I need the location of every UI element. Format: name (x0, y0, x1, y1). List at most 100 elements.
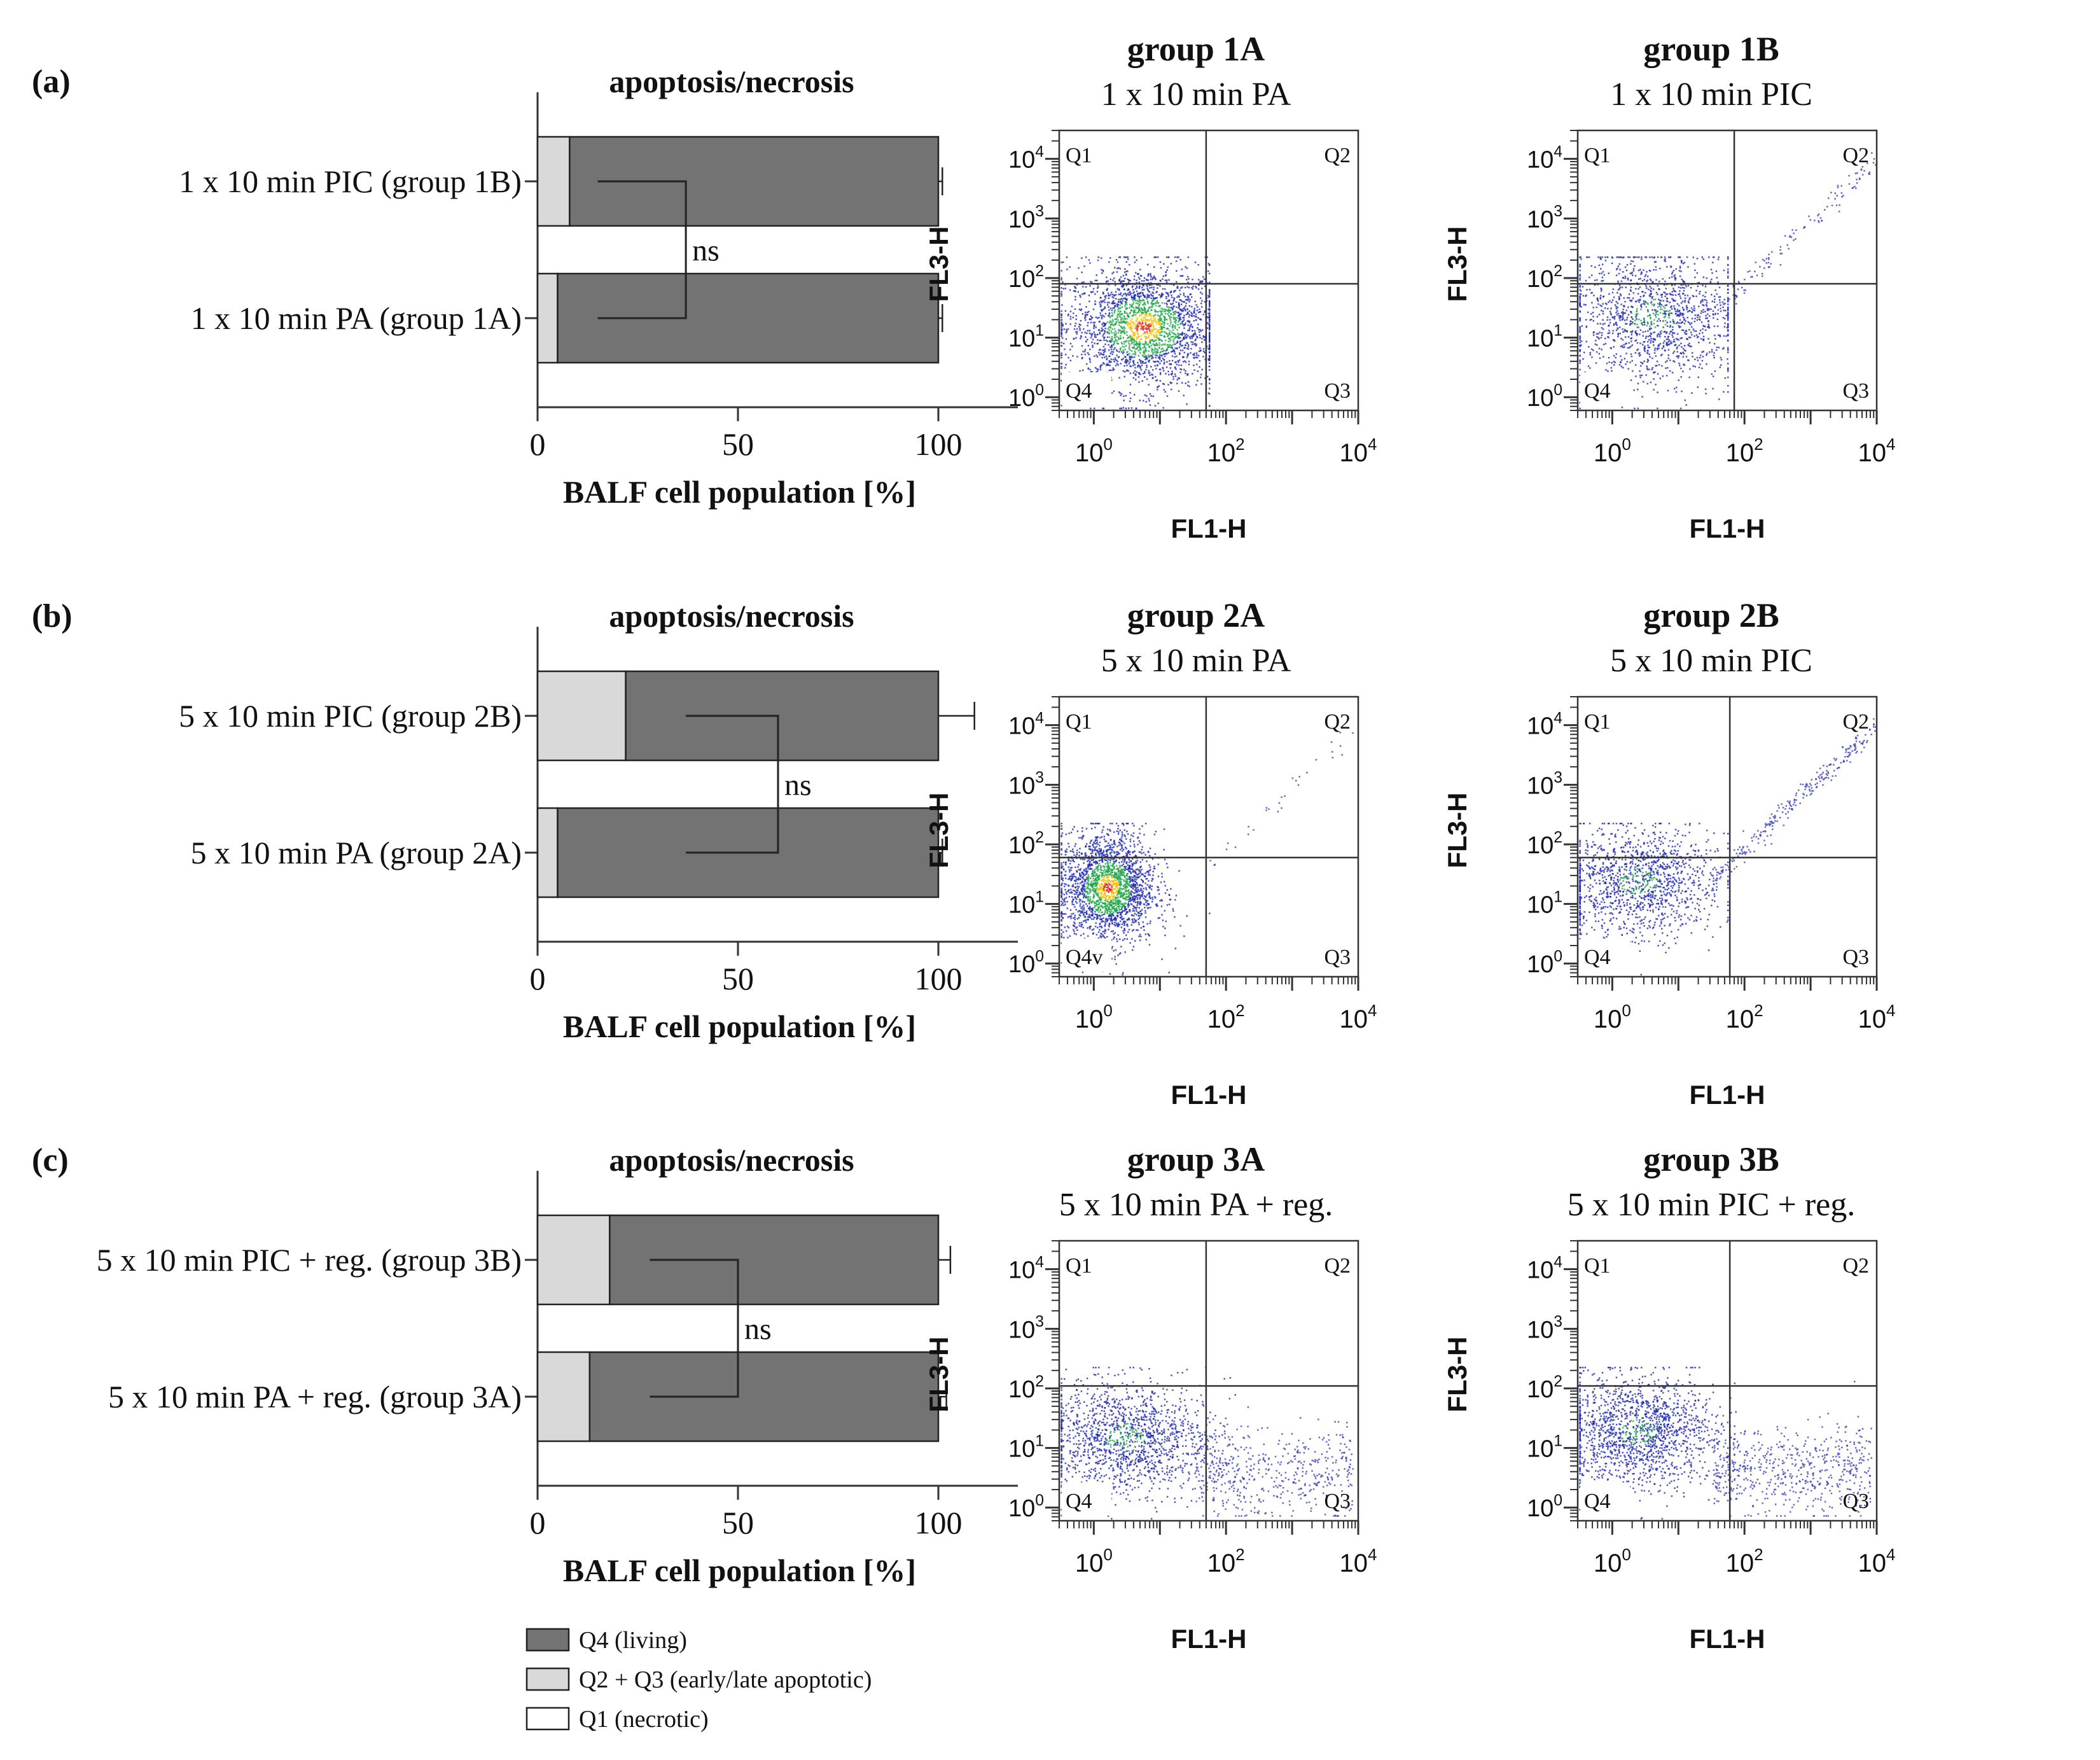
event-dot (1145, 342, 1147, 345)
event-dot (1161, 351, 1164, 353)
event-dot (1621, 286, 1624, 288)
event-dot (1171, 372, 1173, 375)
event-dot (1619, 332, 1621, 335)
event-dot (1147, 354, 1150, 356)
event-dot (1670, 330, 1672, 333)
event-dot (1751, 276, 1753, 278)
event-dot (1143, 288, 1145, 291)
event-dot (1098, 351, 1100, 354)
event-dot (1761, 272, 1763, 275)
event-dot (1727, 272, 1729, 274)
event-dot (1111, 336, 1113, 338)
event-dot (1080, 335, 1082, 337)
event-dot (1640, 306, 1643, 309)
event-dot (1592, 349, 1594, 351)
event-dot (1699, 330, 1702, 332)
event-dot (1160, 297, 1162, 298)
event-dot (1149, 313, 1151, 316)
event-dot (1680, 262, 1683, 263)
event-dot (1202, 276, 1204, 278)
event-dot (1611, 262, 1613, 265)
event-dot (1155, 379, 1157, 382)
event-dot (1652, 288, 1655, 290)
event-dot (1087, 874, 1090, 876)
event-dot (1152, 352, 1155, 354)
event-dot (1104, 923, 1107, 925)
event-dot (1712, 310, 1714, 312)
event-dot (1155, 311, 1158, 312)
event-dot (1579, 349, 1581, 352)
event-dot (1129, 361, 1131, 363)
event-dot (1140, 935, 1142, 938)
event-dot (1111, 301, 1114, 303)
event-dot (1103, 337, 1106, 339)
event-dot (1168, 309, 1170, 312)
event-dot (1122, 321, 1123, 323)
event-dot (1104, 871, 1106, 874)
event-dot (1127, 351, 1129, 353)
event-dot (1188, 360, 1190, 363)
event-dot (1190, 352, 1192, 354)
event-dot (1190, 296, 1193, 298)
event-dot (1701, 298, 1704, 301)
bar-segment-q4 (588, 1351, 940, 1442)
event-dot (1137, 354, 1140, 357)
event-dot (1121, 835, 1123, 837)
event-dot (1094, 355, 1095, 358)
event-dot (1645, 302, 1647, 304)
event-dot (1197, 354, 1200, 357)
event-dot (1188, 328, 1191, 330)
event-dot (1115, 294, 1117, 296)
event-dot (1153, 277, 1155, 279)
event-dot (1108, 891, 1109, 893)
event-dot (1631, 306, 1634, 308)
event-dot (1113, 344, 1115, 346)
event-dot (1119, 321, 1122, 324)
event-dot (1160, 318, 1162, 319)
bar-segment-q2 (536, 807, 559, 898)
event-dot (1109, 278, 1112, 281)
event-dot (1179, 313, 1181, 316)
event-dot (1179, 925, 1181, 927)
event-dot (1129, 291, 1131, 293)
event-dot (1108, 326, 1110, 328)
event-dot (1111, 340, 1113, 342)
event-dot (1191, 326, 1193, 328)
event-dot (1630, 320, 1632, 323)
event-dot (1148, 330, 1151, 332)
event-dot (1209, 289, 1211, 291)
event-dot (1062, 904, 1065, 907)
event-dot (1185, 295, 1186, 298)
event-dot (1144, 331, 1146, 333)
event-dot (1622, 316, 1624, 319)
event-dot (1150, 297, 1152, 300)
event-dot (1610, 314, 1613, 316)
event-dot (1136, 338, 1138, 340)
event-dot (1768, 253, 1770, 256)
plot-subtitle: 1 x 10 min PA (1101, 76, 1291, 113)
event-dot (1160, 307, 1162, 310)
event-dot (1617, 333, 1620, 336)
event-dot (1580, 256, 1582, 258)
event-dot (1679, 337, 1682, 340)
event-dot (1145, 338, 1147, 340)
event-dot (1089, 368, 1091, 371)
event-dot (1181, 300, 1183, 302)
event-dot (1179, 353, 1181, 355)
event-dot (1158, 385, 1160, 387)
event-dot (1129, 323, 1132, 326)
event-dot (1622, 315, 1624, 317)
event-dot (1661, 296, 1663, 298)
event-dot (1069, 342, 1072, 345)
event-dot (1186, 336, 1188, 338)
event-dot (1190, 335, 1192, 337)
event-dot (1669, 302, 1671, 304)
event-dot (1136, 342, 1137, 344)
event-dot (1597, 303, 1599, 305)
event-dot (1176, 340, 1179, 342)
event-dot (1102, 407, 1105, 410)
event-dot (1060, 323, 1062, 326)
event-dot (1704, 286, 1707, 288)
event-dot (1134, 353, 1136, 355)
event-dot (1653, 261, 1656, 263)
